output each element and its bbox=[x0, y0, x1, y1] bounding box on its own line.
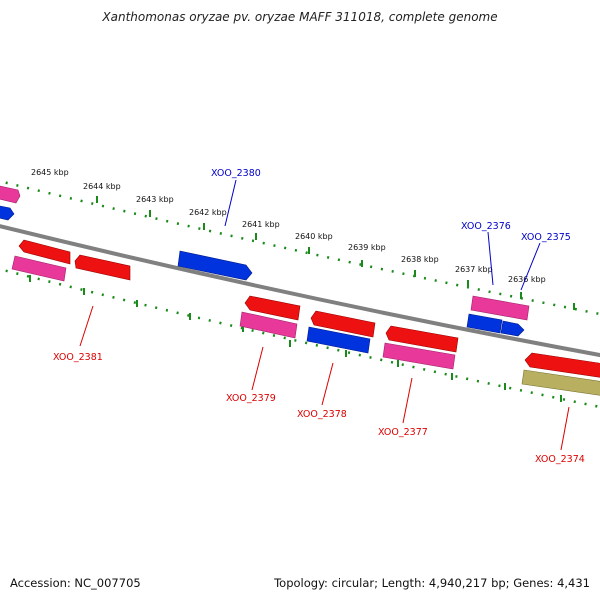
gene-feature[interactable] bbox=[239, 311, 298, 339]
kbp-label: 2641 kbp bbox=[242, 220, 280, 229]
kbp-labels: 2645 kbp 2644 kbp 2643 kbp 2642 kbp 2641… bbox=[31, 168, 546, 284]
gene-feature[interactable] bbox=[466, 313, 503, 334]
label-leader-lines bbox=[79, 179, 570, 451]
inner-tick-ring bbox=[0, 267, 600, 409]
gene-label-xoo-2378[interactable]: XOO_2378 bbox=[297, 409, 347, 420]
genome-summary-label: Topology: circular; Length: 4,940,217 bp… bbox=[274, 576, 590, 590]
kbp-label: 2636 kbp bbox=[508, 275, 546, 284]
kbp-label: 2638 kbp bbox=[401, 255, 439, 264]
kbp-label: 2644 kbp bbox=[83, 182, 121, 191]
gene-feature[interactable] bbox=[310, 310, 376, 338]
gene-labels: XOO_2380 XOO_2376 XOO_2375 XOO_2381 XOO_… bbox=[53, 168, 585, 465]
gene-label-xoo-2380[interactable]: XOO_2380 bbox=[211, 168, 261, 179]
gene-label-xoo-2376[interactable]: XOO_2376 bbox=[461, 221, 511, 232]
gene-features bbox=[0, 185, 600, 396]
kbp-label: 2637 kbp bbox=[455, 265, 493, 274]
page-title: Xanthomonas oryzae pv. oryzae MAFF 31101… bbox=[102, 10, 498, 24]
gene-feature[interactable] bbox=[0, 205, 15, 221]
gene-feature[interactable] bbox=[500, 320, 525, 337]
gene-label-xoo-2381[interactable]: XOO_2381 bbox=[53, 352, 103, 363]
gene-feature[interactable] bbox=[244, 295, 301, 321]
outer-major-ticks bbox=[96, 196, 575, 310]
accession-label: Accession: NC_007705 bbox=[10, 576, 141, 590]
inner-major-ticks bbox=[29, 275, 562, 402]
gene-feature[interactable] bbox=[521, 369, 600, 396]
gene-feature[interactable] bbox=[382, 342, 456, 370]
gene-feature[interactable] bbox=[0, 185, 21, 204]
gene-feature[interactable] bbox=[385, 325, 459, 353]
kbp-label: 2639 kbp bbox=[348, 243, 386, 252]
gene-feature[interactable] bbox=[524, 352, 600, 378]
gene-label-xoo-2379[interactable]: XOO_2379 bbox=[226, 393, 276, 404]
kbp-label: 2642 kbp bbox=[189, 208, 227, 217]
kbp-label: 2640 kbp bbox=[295, 232, 333, 241]
gene-label-xoo-2375[interactable]: XOO_2375 bbox=[521, 232, 571, 243]
genome-backbone bbox=[0, 224, 600, 358]
kbp-label: 2643 kbp bbox=[136, 195, 174, 204]
gene-feature[interactable] bbox=[18, 239, 71, 265]
gene-feature[interactable] bbox=[177, 250, 253, 281]
kbp-label: 2645 kbp bbox=[31, 168, 69, 177]
gene-feature[interactable] bbox=[470, 295, 530, 321]
gene-label-xoo-2374[interactable]: XOO_2374 bbox=[535, 454, 585, 465]
gene-feature[interactable] bbox=[74, 254, 131, 281]
gene-feature[interactable] bbox=[11, 255, 67, 282]
gene-label-xoo-2377[interactable]: XOO_2377 bbox=[378, 427, 428, 438]
gene-feature[interactable] bbox=[306, 326, 371, 354]
